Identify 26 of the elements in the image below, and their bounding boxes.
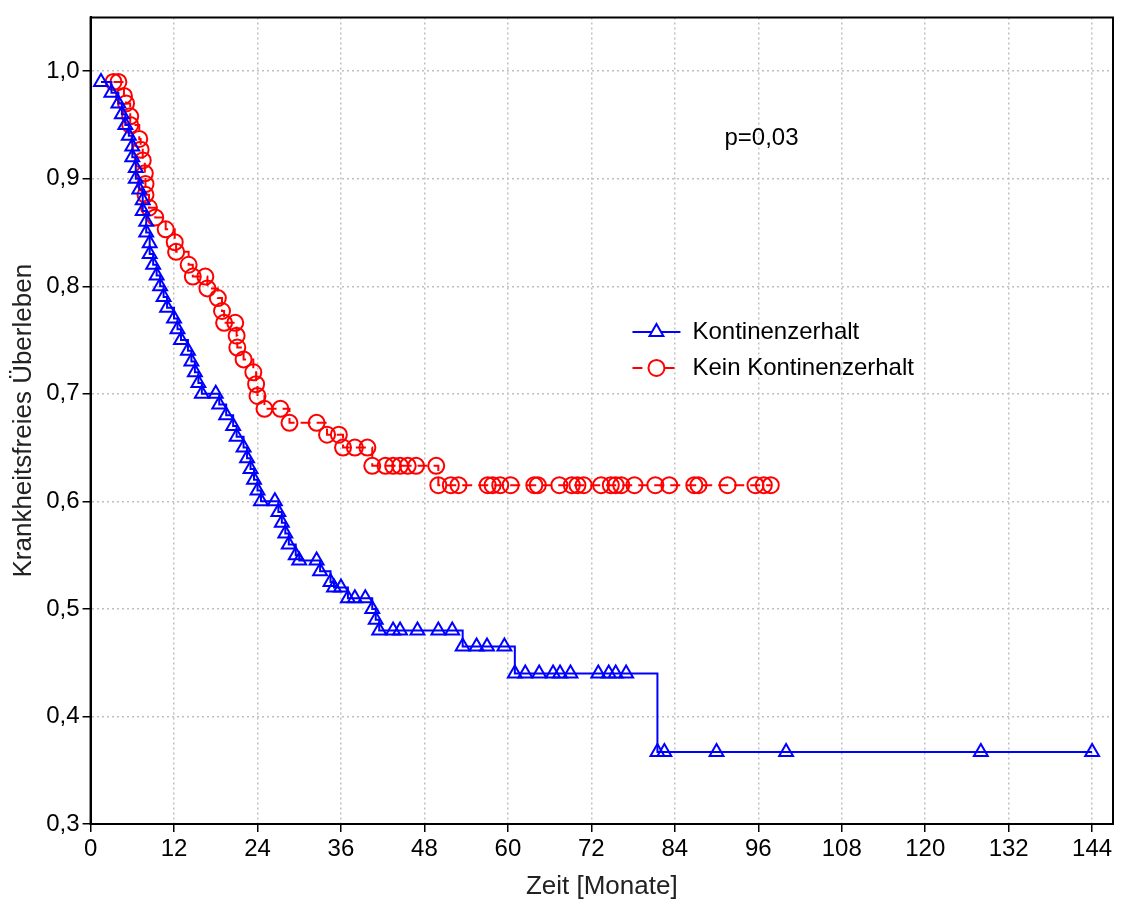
y-tick-label: 0,5 [46, 593, 80, 621]
x-tick-label: 24 [244, 834, 271, 862]
y-tick-label: 0,3 [46, 808, 80, 836]
annotation: p=0,03 [724, 123, 799, 151]
legend-label: Kein Kontinenzerhalt [692, 352, 915, 380]
x-tick-label: 36 [327, 834, 355, 862]
x-tick-label: 48 [411, 834, 438, 862]
legend-label: Kontinenzerhalt [692, 316, 860, 344]
x-tick-label: 60 [494, 834, 522, 862]
x-tick-label: 120 [905, 834, 946, 862]
y-axis-title: Krankheitsfreies Überleben [6, 263, 37, 578]
x-axis-title: Zeit [Monate] [525, 869, 678, 900]
y-tick-label: 0,8 [46, 270, 80, 298]
y-tick-label: 0,4 [46, 701, 80, 729]
x-tick-label: 84 [661, 834, 689, 862]
x-tick-label: 12 [160, 834, 188, 862]
x-tick-label: 132 [988, 834, 1029, 862]
x-tick-label: 96 [744, 834, 772, 862]
y-tick-label: 1,0 [46, 55, 80, 83]
x-tick-label: 0 [83, 834, 98, 862]
y-tick-label: 0,9 [46, 163, 80, 191]
y-tick-label: 0,7 [46, 378, 80, 406]
x-tick-label: 72 [578, 834, 605, 862]
x-tick-label: 108 [821, 834, 862, 862]
x-tick-label: 144 [1072, 834, 1113, 862]
y-tick-label: 0,6 [46, 485, 80, 513]
